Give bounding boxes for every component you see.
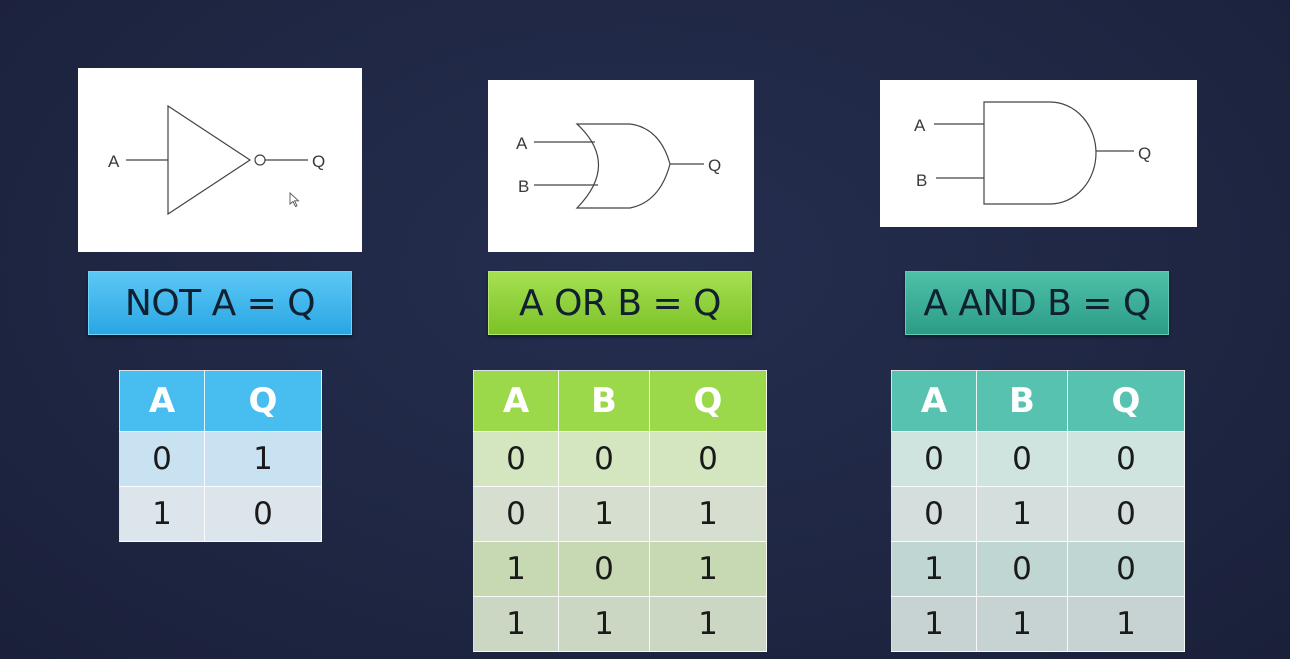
table-row: 1 0 1 [474, 542, 767, 597]
cell-b: 0 [977, 542, 1068, 597]
cell-b: 0 [977, 432, 1068, 487]
table-row: 0 1 [120, 432, 322, 487]
table-row: 0 1 0 [892, 487, 1185, 542]
not-gate-diagram: A Q [78, 68, 362, 252]
cell-a: 0 [120, 432, 205, 487]
cell-q: 1 [650, 597, 767, 652]
and-input-a-label: A [914, 116, 926, 135]
not-input-a-label: A [108, 152, 120, 171]
header-q: Q [1068, 371, 1185, 432]
cell-q: 0 [1068, 542, 1185, 597]
cell-a: 0 [892, 432, 977, 487]
not-truth-table: A Q 0 1 1 0 [119, 370, 322, 542]
and-truth-table: A B Q 0 0 0 0 1 0 1 0 0 1 1 1 [891, 370, 1185, 652]
table-row: 0 1 1 [474, 487, 767, 542]
table-row: 1 0 [120, 487, 322, 542]
table-header-row: A Q [120, 371, 322, 432]
and-expression-banner: A AND B = Q [905, 271, 1169, 335]
cell-b: 1 [559, 597, 650, 652]
table-row: 1 1 1 [892, 597, 1185, 652]
cell-b: 1 [559, 487, 650, 542]
cell-b: 0 [559, 542, 650, 597]
cell-a: 1 [120, 487, 205, 542]
mouse-cursor-icon [289, 192, 301, 208]
table-row: 1 0 0 [892, 542, 1185, 597]
cell-a: 0 [892, 487, 977, 542]
and-gate-diagram: A B Q [880, 80, 1197, 227]
cell-b: 0 [559, 432, 650, 487]
or-gate-symbol: A B Q [488, 80, 754, 252]
cell-q: 1 [205, 432, 322, 487]
or-output-q-label: Q [708, 156, 721, 175]
cell-a: 1 [474, 597, 559, 652]
cell-a: 0 [474, 432, 559, 487]
table-header-row: A B Q [474, 371, 767, 432]
header-b: B [559, 371, 650, 432]
table-row: 1 1 1 [474, 597, 767, 652]
or-truth-table: A B Q 0 0 0 0 1 1 1 0 1 1 1 1 [473, 370, 767, 652]
header-a: A [892, 371, 977, 432]
cell-q: 0 [205, 487, 322, 542]
cell-a: 1 [892, 542, 977, 597]
not-output-q-label: Q [312, 152, 325, 171]
table-row: 0 0 0 [892, 432, 1185, 487]
header-q: Q [205, 371, 322, 432]
cell-a: 1 [892, 597, 977, 652]
and-gate-symbol: A B Q [880, 80, 1197, 227]
cell-q: 1 [650, 487, 767, 542]
or-input-a-label: A [516, 134, 528, 153]
or-gate-diagram: A B Q [488, 80, 754, 252]
cell-q: 1 [1068, 597, 1185, 652]
cell-q: 0 [1068, 487, 1185, 542]
or-expression-banner: A OR B = Q [488, 271, 752, 335]
cell-q: 0 [1068, 432, 1185, 487]
or-input-b-label: B [518, 177, 529, 196]
header-b: B [977, 371, 1068, 432]
cell-q: 0 [650, 432, 767, 487]
header-a: A [120, 371, 205, 432]
and-output-q-label: Q [1138, 144, 1151, 163]
table-header-row: A B Q [892, 371, 1185, 432]
header-q: Q [650, 371, 767, 432]
not-expression-banner: NOT A = Q [88, 271, 352, 335]
cell-b: 1 [977, 487, 1068, 542]
table-row: 0 0 0 [474, 432, 767, 487]
cell-q: 1 [650, 542, 767, 597]
and-input-b-label: B [916, 171, 927, 190]
header-a: A [474, 371, 559, 432]
not-gate-symbol: A Q [78, 68, 362, 252]
cell-a: 1 [474, 542, 559, 597]
cell-b: 1 [977, 597, 1068, 652]
cell-a: 0 [474, 487, 559, 542]
